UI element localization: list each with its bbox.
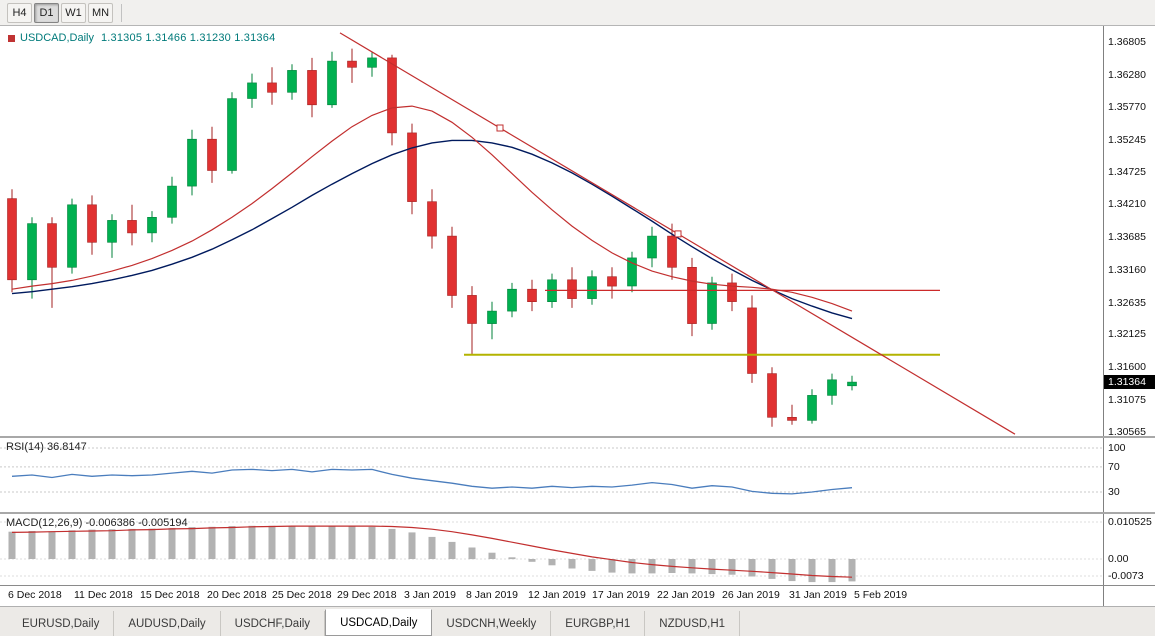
price-axis[interactable]: 1.36805 1.36280 1.35770 1.35245 1.34725 1.342… <box>1103 26 1155 606</box>
date-axis-label: 25 Dec 2018 <box>272 589 332 601</box>
timeframe-button-w1[interactable]: W1 <box>61 2 86 23</box>
trendline-handle[interactable] <box>496 124 504 132</box>
timeframe-button-mn[interactable]: MN <box>88 2 113 23</box>
date-axis-label: 5 Feb 2019 <box>854 589 908 601</box>
chart-tab-eurusd[interactable]: EURUSD,Daily <box>8 611 115 636</box>
date-axis-label: 29 Dec 2018 <box>337 589 397 601</box>
price-axis-label: 1.31600 <box>1108 361 1146 373</box>
ma-slow-line <box>11 139 853 320</box>
date-axis-label: 22 Jan 2019 <box>657 589 715 601</box>
chart-window: 6 Dec 2018 11 Dec 2018 15 Dec 2018 20 Dec 2… <box>0 26 1155 606</box>
date-axis-label: 15 Dec 2018 <box>140 589 200 601</box>
macd-pane[interactable] <box>0 514 1103 585</box>
rsi-axis-label: 30 <box>1108 486 1120 498</box>
price-axis-label: 1.30565 <box>1108 426 1146 438</box>
chart-tab-nzdusd[interactable]: NZDUSD,H1 <box>645 611 741 636</box>
timeframe-button-d1[interactable]: D1 <box>34 2 59 23</box>
chart-tab-usdchf[interactable]: USDCHF,Daily <box>221 611 326 636</box>
tab-area: EURUSD,Daily AUDUSD,Daily USDCHF,Daily USDC… <box>0 606 1155 636</box>
current-price-tag: 1.31364 <box>1104 375 1155 389</box>
chart-tabbar: EURUSD,Daily AUDUSD,Daily USDCHF,Daily USDC… <box>8 609 1155 636</box>
price-axis-label: 1.35245 <box>1108 134 1146 146</box>
chart-bullet-icon <box>8 34 15 42</box>
macd-signal-line <box>11 525 853 578</box>
pane-separator[interactable] <box>0 436 1155 438</box>
date-axis[interactable]: 6 Dec 2018 11 Dec 2018 15 Dec 2018 20 Dec 2… <box>0 586 1103 606</box>
date-axis-label: 11 Dec 2018 <box>74 589 133 601</box>
chart-tab-audusd[interactable]: AUDUSD,Daily <box>114 611 221 636</box>
macd-axis-label: 0.00 <box>1108 553 1129 565</box>
macd-axis-label: -0.0073 <box>1108 570 1144 582</box>
price-axis-label: 1.34725 <box>1108 166 1146 178</box>
chart-tab-eurgbp[interactable]: EURGBP,H1 <box>551 611 646 636</box>
candlesticks <box>7 48 857 427</box>
price-axis-label: 1.32635 <box>1108 297 1146 309</box>
price-axis-label: 1.36805 <box>1108 36 1146 48</box>
price-axis-label: 1.33160 <box>1108 264 1146 276</box>
toolbar-separator <box>121 3 122 22</box>
date-axis-label: 31 Jan 2019 <box>789 589 847 601</box>
price-axis-label: 1.34210 <box>1108 198 1146 210</box>
chart-title: USDCAD,Daily 1.31305 1.31466 1.31230 1.3… <box>8 32 275 44</box>
ma-fast-line <box>11 105 853 312</box>
date-axis-label: 17 Jan 2019 <box>592 589 650 601</box>
main-pane[interactable] <box>0 26 1103 436</box>
date-axis-label: 20 Dec 2018 <box>207 589 267 601</box>
rsi-label: RSI(14) 36.8147 <box>6 441 87 453</box>
date-axis-label: 12 Jan 2019 <box>528 589 586 601</box>
pane-separator[interactable] <box>0 512 1155 514</box>
price-axis-label: 1.36280 <box>1108 69 1146 81</box>
time-axis-border <box>0 585 1155 586</box>
timeframe-button-h4[interactable]: H4 <box>7 2 32 23</box>
ohlc-values: 1.31305 1.31466 1.31230 1.31364 <box>100 32 276 44</box>
price-axis-label: 1.32125 <box>1108 328 1146 340</box>
date-axis-label: 26 Jan 2019 <box>722 589 780 601</box>
timeframe-toolbar: H4 D1 W1 MN <box>0 0 1155 26</box>
date-axis-label: 6 Dec 2018 <box>8 589 62 601</box>
trendline-handle[interactable] <box>674 230 682 238</box>
rsi-axis-label: 70 <box>1108 461 1120 473</box>
price-axis-label: 1.35770 <box>1108 101 1146 113</box>
rsi-axis-label: 100 <box>1108 442 1126 454</box>
rsi-pane[interactable] <box>0 438 1103 512</box>
macd-axis-label: 0.010525 <box>1108 516 1152 528</box>
macd-label: MACD(12,26,9) -0.006386 -0.005194 <box>6 517 188 529</box>
macd-histogram <box>8 525 856 583</box>
rsi-line <box>11 468 853 495</box>
chart-symbol-label: USDCAD,Daily <box>20 32 94 44</box>
price-axis-label: 1.31075 <box>1108 394 1146 406</box>
date-axis-label: 3 Jan 2019 <box>404 589 456 601</box>
chart-tab-usdcad[interactable]: USDCAD,Daily <box>325 609 433 636</box>
date-axis-label: 8 Jan 2019 <box>466 589 518 601</box>
price-axis-label: 1.33685 <box>1108 231 1146 243</box>
chart-tab-usdcnh[interactable]: USDCNH,Weekly <box>432 611 552 636</box>
